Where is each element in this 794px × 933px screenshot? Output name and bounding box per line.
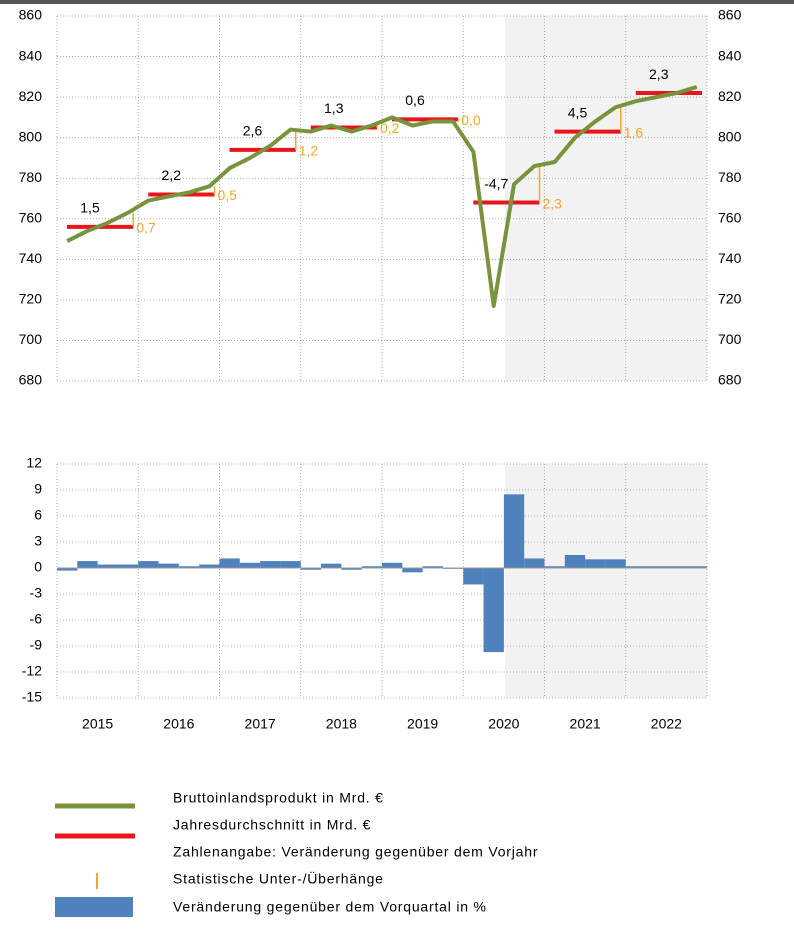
y-tick-label: 840 <box>19 47 43 63</box>
bar <box>158 563 179 568</box>
y2-tick-label: 860 <box>718 7 742 23</box>
y2-tick-label: 800 <box>718 128 742 144</box>
x-tick-label: 2022 <box>651 716 682 732</box>
x-tick-label: 2018 <box>326 716 357 732</box>
legend-label: Veränderung gegenüber dem Vorquartal in … <box>173 899 487 915</box>
y-tick-label: -9 <box>30 637 43 653</box>
overhang-label: 2,3 <box>543 195 563 211</box>
annual-change-label: 1,3 <box>324 100 344 116</box>
y-tick-label: -6 <box>30 611 43 627</box>
y-tick-label: 700 <box>19 331 43 347</box>
y-tick-label: 720 <box>19 291 43 307</box>
y-tick-label: 860 <box>19 7 43 23</box>
x-tick-label: 2021 <box>570 716 601 732</box>
bar <box>585 559 606 568</box>
y-tick-label: 780 <box>19 169 43 185</box>
annual-change-label: 2,6 <box>243 123 263 139</box>
y-tick-label: 12 <box>26 455 42 471</box>
legend-label: Bruttoinlandsprodukt in Mrd. € <box>173 790 384 806</box>
bar <box>199 564 220 568</box>
bar <box>503 494 525 568</box>
bar <box>178 566 200 568</box>
bar <box>300 568 322 570</box>
bar <box>97 564 118 568</box>
annual-change-label: 2,2 <box>162 167 182 183</box>
bar <box>138 561 159 568</box>
overhang-label: 1,6 <box>624 124 644 140</box>
y2-tick-label: 820 <box>718 88 742 104</box>
y2-tick-label: 760 <box>718 209 742 225</box>
legend-label: Jahresdurchschnitt in Mrd. € <box>173 817 371 833</box>
x-tick-label: 2019 <box>407 716 438 732</box>
bar <box>341 568 362 570</box>
x-tick-label: 2015 <box>82 716 113 732</box>
bar <box>321 563 342 568</box>
bar <box>646 566 667 568</box>
annual-change-label: -4,7 <box>484 175 508 191</box>
bar <box>280 561 301 568</box>
bar <box>544 566 565 568</box>
annual-change-label: 2,3 <box>649 66 669 82</box>
y-tick-label: 0 <box>34 559 42 575</box>
bar <box>605 559 626 568</box>
bar <box>483 568 504 653</box>
bar <box>239 562 261 568</box>
y-tick-label: 800 <box>19 128 43 144</box>
forecast-shade <box>505 16 707 381</box>
y-tick-label: 740 <box>19 250 43 266</box>
overhang-label: 0,5 <box>218 187 238 203</box>
y-tick-label: 680 <box>19 372 43 388</box>
y-tick-label: 6 <box>34 507 42 523</box>
bar <box>402 568 423 573</box>
bar <box>524 558 545 568</box>
y2-tick-label: 680 <box>718 372 742 388</box>
y2-tick-label: 720 <box>718 291 742 307</box>
y-tick-label: 820 <box>19 88 43 104</box>
bar <box>219 558 240 568</box>
x-tick-label: 2017 <box>245 716 276 732</box>
y2-tick-label: 740 <box>718 250 742 266</box>
y-tick-label: 9 <box>34 481 42 497</box>
gdp-line <box>66 85 698 308</box>
bar <box>666 566 687 568</box>
x-tick-label: 2016 <box>163 716 194 732</box>
overhang-label: 0,0 <box>461 112 481 128</box>
bar <box>260 561 281 568</box>
bar <box>686 566 707 568</box>
y2-tick-label: 840 <box>718 47 742 63</box>
bar <box>361 566 382 568</box>
y-tick-label: -15 <box>22 689 42 705</box>
y2-tick-label: 780 <box>718 169 742 185</box>
legend-label: Statistische Unter-/Überhänge <box>173 870 384 887</box>
bar <box>564 555 586 568</box>
legend-label: Zahlenangabe: Veränderung gegenüber dem … <box>173 844 538 860</box>
bar <box>77 561 98 568</box>
forecast-shade <box>505 464 707 698</box>
overhang-label: 0,2 <box>380 120 400 136</box>
bar <box>422 566 443 568</box>
x-tick-label: 2020 <box>488 716 519 732</box>
bar <box>382 562 403 568</box>
annual-change-label: 0,6 <box>405 92 425 108</box>
legend-swatch <box>55 897 133 917</box>
annual-change-label: 1,5 <box>80 200 100 216</box>
y-tick-label: 760 <box>19 209 43 225</box>
overhang-label: 0,7 <box>136 220 156 236</box>
bar <box>117 564 139 568</box>
annual-change-label: 4,5 <box>568 104 588 120</box>
overhang-label: 1,2 <box>299 143 319 159</box>
top-bar <box>0 0 794 4</box>
y-tick-label: 3 <box>34 533 42 549</box>
y-tick-label: -12 <box>22 663 42 679</box>
bar <box>625 566 647 568</box>
bar <box>57 568 78 571</box>
y2-tick-label: 700 <box>718 331 742 347</box>
y-tick-label: -3 <box>30 585 43 601</box>
bar <box>463 568 484 585</box>
